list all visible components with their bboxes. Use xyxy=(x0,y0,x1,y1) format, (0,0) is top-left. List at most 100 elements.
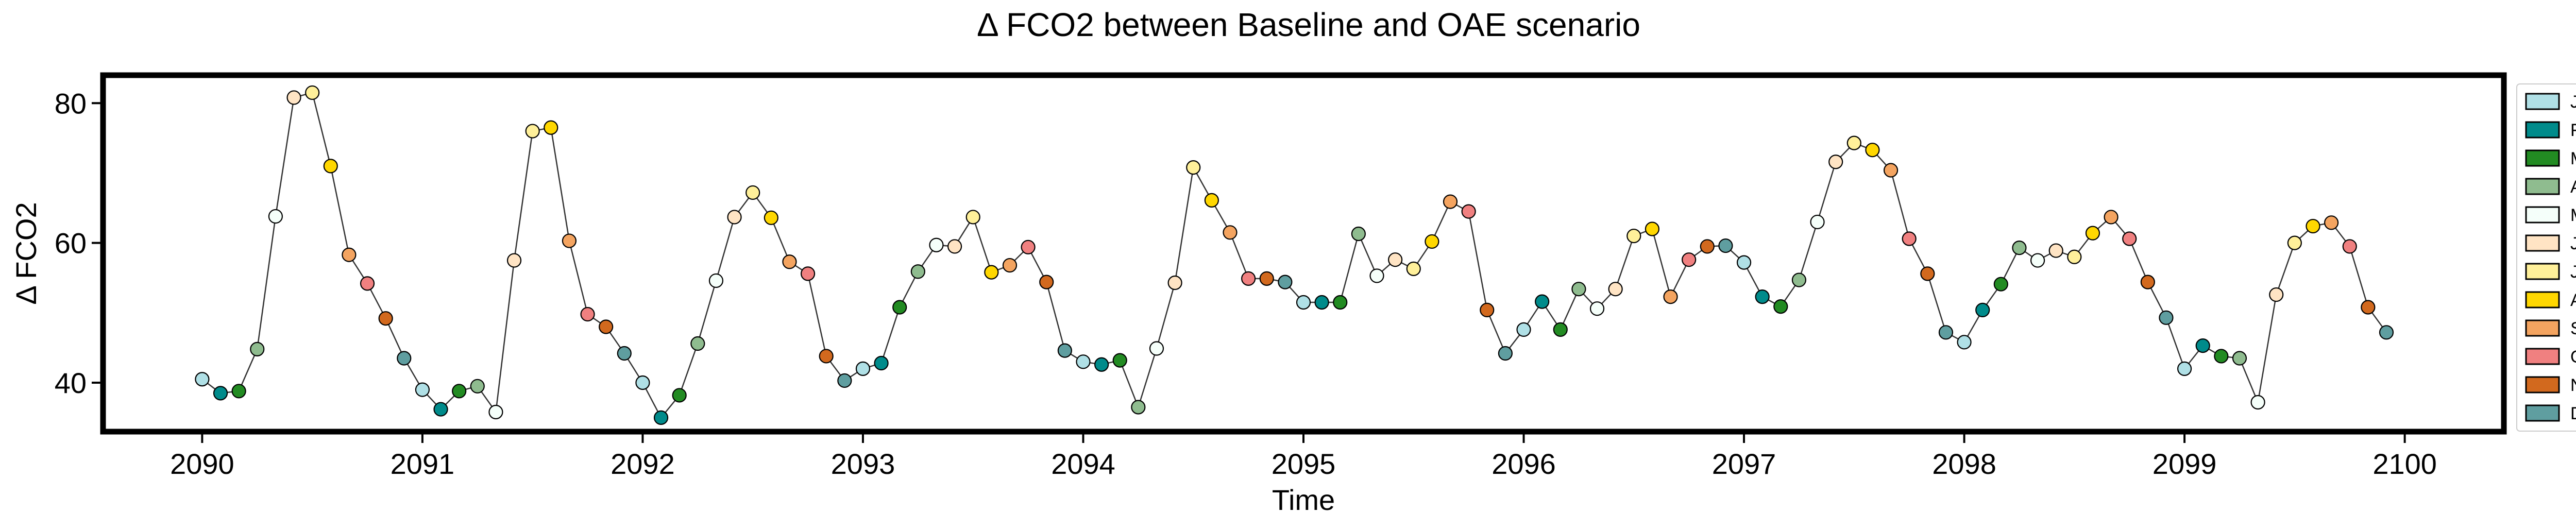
data-point xyxy=(2214,349,2229,364)
y-tick-label: 40 xyxy=(55,367,87,399)
data-point xyxy=(2379,325,2394,340)
data-point xyxy=(984,265,999,280)
data-point xyxy=(1645,221,1660,236)
data-point xyxy=(1333,295,1348,310)
data-point xyxy=(1131,400,1146,415)
legend-label: May xyxy=(2570,206,2576,225)
legend-swatch xyxy=(2525,348,2560,365)
legend-swatch xyxy=(2525,149,2560,167)
data-point xyxy=(1846,135,1861,150)
data-point xyxy=(1810,214,1825,230)
x-tick-label: 2095 xyxy=(1272,448,1336,480)
data-point xyxy=(2104,210,2119,225)
data-point xyxy=(525,124,540,139)
legend-swatch xyxy=(2525,291,2560,309)
data-point xyxy=(782,254,797,269)
data-point xyxy=(1057,343,1072,358)
data-point xyxy=(231,384,246,399)
data-point xyxy=(342,247,357,262)
data-point xyxy=(2342,239,2357,254)
data-point xyxy=(764,210,778,225)
legend-swatch xyxy=(2525,178,2560,195)
x-axis: 2090 2091 2092 2093 2094 2095 2096 2097 2098 2099… xyxy=(170,434,2437,480)
data-point xyxy=(2159,310,2174,325)
data-point xyxy=(1369,268,1384,283)
data-point xyxy=(2287,235,2302,250)
legend-label: Feb xyxy=(2570,121,2576,140)
legend-label: June xyxy=(2570,234,2576,253)
data-point xyxy=(599,319,614,334)
data-point xyxy=(800,266,816,281)
data-point xyxy=(2122,231,2137,246)
data-point xyxy=(708,273,724,288)
data-point xyxy=(1608,282,1623,297)
data-point xyxy=(2030,253,2045,268)
data-point xyxy=(2085,226,2100,241)
data-point xyxy=(2324,215,2339,230)
legend-swatch xyxy=(2525,404,2560,422)
data-point xyxy=(1314,295,1329,310)
data-point xyxy=(1296,295,1311,310)
data-point xyxy=(1167,275,1182,290)
data-point xyxy=(2177,361,2192,376)
x-tick-label: 2097 xyxy=(1712,448,1776,480)
data-point xyxy=(910,264,925,279)
legend-swatch xyxy=(2525,319,2560,337)
data-point xyxy=(1791,272,1807,287)
data-point xyxy=(1938,325,1954,340)
data-point xyxy=(965,210,980,225)
data-point xyxy=(690,336,705,351)
data-point xyxy=(1076,354,1091,369)
data-point xyxy=(1425,234,1439,249)
x-axis-label: Time xyxy=(1272,484,1335,516)
data-point xyxy=(268,209,283,224)
legend-label: Nov xyxy=(2570,375,2576,395)
data-point xyxy=(1480,302,1495,318)
data-point xyxy=(1773,299,1788,314)
data-point xyxy=(305,85,320,100)
x-tick-label: 2092 xyxy=(611,448,675,480)
data-point xyxy=(1700,239,1715,254)
data-point xyxy=(1039,275,1054,289)
legend-swatch xyxy=(2525,376,2560,394)
plot-area xyxy=(103,75,2504,432)
data-point xyxy=(544,120,558,135)
x-tick-label: 2100 xyxy=(2372,448,2437,480)
data-point xyxy=(1223,225,1238,240)
chart-title: Δ FCO2 between Baseline and OAE scenario xyxy=(977,6,1640,43)
data-point xyxy=(213,386,228,401)
data-point xyxy=(1002,258,1018,273)
data-point xyxy=(1920,266,1935,281)
data-point xyxy=(1828,155,1843,169)
data-point xyxy=(2361,300,2376,315)
data-point xyxy=(745,185,760,200)
x-tick-label: 2096 xyxy=(1492,448,1556,480)
data-point xyxy=(617,346,632,361)
data-point xyxy=(1736,255,1752,270)
data-point xyxy=(2012,241,2027,255)
data-point xyxy=(947,239,962,254)
legend-label: Oct xyxy=(2570,347,2576,367)
data-point xyxy=(433,402,448,417)
y-axis-label: Δ FCO2 xyxy=(10,202,42,304)
legend-label: Jan xyxy=(2570,92,2576,112)
data-point xyxy=(672,388,687,403)
data-point xyxy=(1718,238,1733,253)
legend-label: Apr xyxy=(2570,177,2576,197)
data-point xyxy=(2232,351,2247,366)
data-point xyxy=(2306,218,2320,234)
data-point xyxy=(2140,275,2155,289)
legend-swatch xyxy=(2525,93,2560,110)
data-point xyxy=(1406,261,1421,276)
data-point xyxy=(470,379,485,394)
data-point xyxy=(397,351,412,366)
legend-label: Sept xyxy=(2570,319,2576,338)
data-point xyxy=(1149,341,1164,356)
data-point xyxy=(1571,282,1586,297)
data-point xyxy=(1993,277,2008,292)
plot-frame xyxy=(100,72,2507,435)
data-point xyxy=(1535,294,1550,309)
legend-swatch xyxy=(2525,121,2560,139)
data-point xyxy=(1975,302,1990,318)
